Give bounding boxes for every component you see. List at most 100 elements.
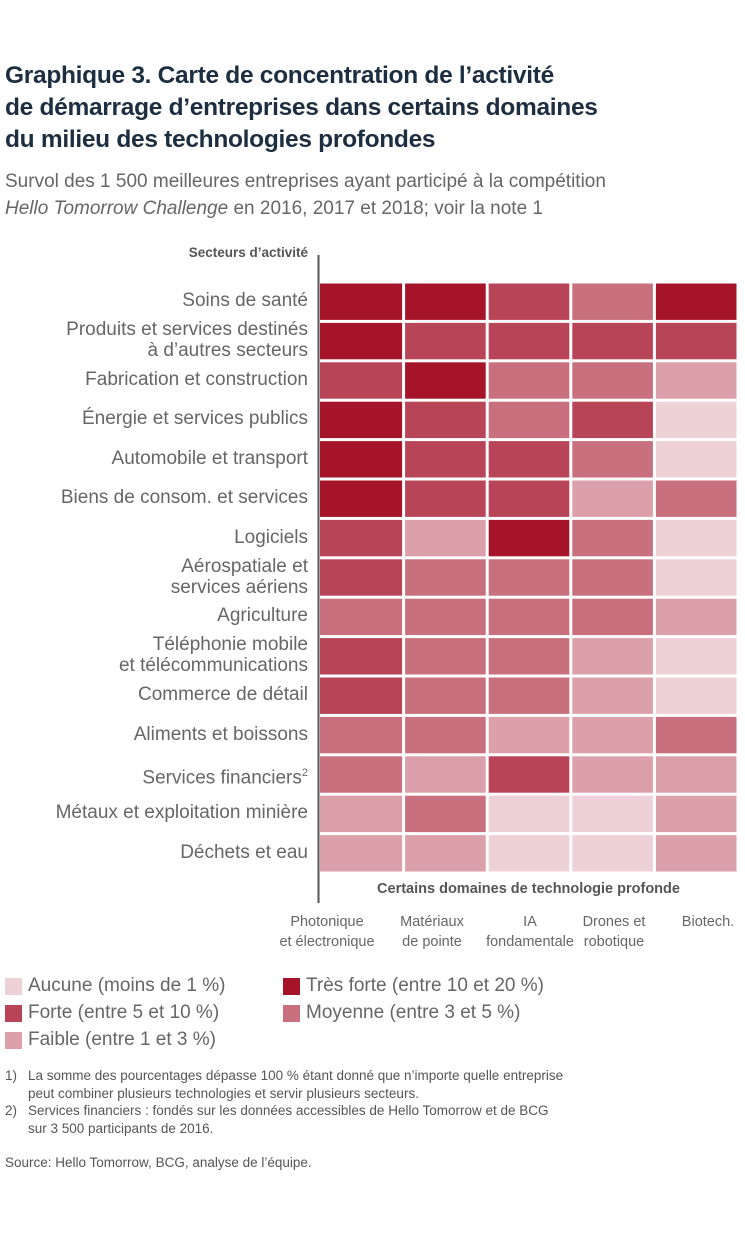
heatmap-cell — [655, 756, 737, 793]
heatmap-cell — [572, 480, 653, 517]
heatmap-cell — [655, 480, 737, 517]
row-label-line: Métaux et exploitation minière — [55, 802, 308, 824]
row-label-line: Automobile et transport — [111, 447, 308, 469]
footnote-line: La somme des pourcentages dépasse 100 % … — [28, 1068, 564, 1083]
row-label-line: Commerce de détail — [137, 684, 308, 706]
footnote-line: Services financiers : fondés sur les don… — [28, 1103, 549, 1118]
column-label: IA fondamentale — [470, 912, 590, 952]
row-label-line: Téléphonie mobile — [152, 634, 308, 656]
column-label-line — [648, 932, 745, 952]
column-label: Matériaux de pointe — [372, 912, 492, 952]
column-label-line: IA — [523, 914, 537, 930]
heatmap-cell — [320, 441, 403, 478]
heatmap-cell — [572, 519, 653, 557]
heatmap-cell — [488, 441, 570, 478]
row-label-line: Biens de consom. et services — [60, 487, 308, 509]
row-label: Commerce de détail — [138, 684, 308, 705]
heatmap-cell — [320, 598, 403, 636]
heatmap-cell — [655, 362, 737, 399]
heatmap-cell — [572, 598, 653, 636]
row-label-line: et télécommunications — [118, 655, 308, 677]
row-label-line: Logiciels — [234, 526, 308, 548]
legend-swatch — [283, 1004, 300, 1022]
heatmap-cell — [405, 322, 486, 360]
heatmap-cell — [488, 283, 570, 320]
footnote-text: Services financiers : fondés sur les don… — [28, 1102, 549, 1137]
chart-title: Graphique 3. Carte de concentration de l… — [5, 60, 740, 156]
legend-item: Aucune (moins de 1 %) — [5, 975, 226, 997]
chart-title-line: Graphique 3. Carte de concentration de l… — [5, 62, 554, 89]
heatmap-cell — [572, 716, 653, 754]
heatmap-cell — [655, 283, 737, 320]
heatmap-cell — [320, 638, 403, 675]
heatmap-cell — [320, 559, 403, 596]
heatmap-cell — [405, 638, 486, 675]
heatmap-cell — [655, 835, 737, 872]
heatmap-cell — [655, 677, 737, 714]
row-label-line: Aérospatiale et — [181, 555, 308, 577]
heatmap-cell — [572, 362, 653, 399]
heatmap-cell — [405, 401, 486, 439]
row-label: Déchets et eau — [180, 842, 308, 863]
legend-item: Faible (entre 1 et 3 %) — [5, 1029, 216, 1051]
heatmap-cell — [320, 519, 403, 557]
heatmap-cell — [655, 638, 737, 675]
heatmap-cell — [405, 441, 486, 478]
row-label: Soins de santé — [182, 290, 308, 311]
column-label-line: Drones et — [582, 914, 646, 930]
row-label: Aérospatiale et services aériens — [171, 556, 308, 598]
row-label: Énergie et services publics — [82, 408, 308, 429]
heatmap-cell — [405, 835, 486, 872]
heatmap-cell — [488, 401, 570, 439]
heatmap-cell — [655, 322, 737, 360]
footnotes: 1) La somme des pourcentages dépasse 100 … — [5, 1067, 735, 1137]
chart-subtitle: Survol des 1 500 meilleures entreprises … — [5, 168, 740, 222]
heatmap-cell — [488, 480, 570, 517]
heatmap-cell — [572, 441, 653, 478]
legend-item: Moyenne (entre 3 et 5 %) — [283, 1002, 520, 1024]
y-axis-title: Secteurs d’activité — [188, 245, 308, 260]
x-axis-title: Certains domaines de technologie profond… — [377, 881, 680, 897]
heatmap-cell — [488, 677, 570, 714]
heatmap-cell — [320, 677, 403, 714]
heatmap-cells — [320, 283, 737, 872]
column-label-line: Photonique — [290, 914, 364, 930]
row-label: Téléphonie mobile et télécommunications — [119, 634, 308, 676]
row-label-line: Services financiers2 — [142, 767, 308, 789]
row-label: Fabrication et construction — [85, 369, 308, 390]
heatmap-cell — [405, 519, 486, 557]
legend-swatch — [5, 977, 22, 995]
legend-swatch — [5, 1004, 22, 1022]
row-label: Produits et services destinés à d’autres … — [66, 319, 308, 361]
row-label: Agriculture — [217, 605, 308, 626]
heatmap-cell — [572, 756, 653, 793]
heatmap-cell — [488, 716, 570, 754]
column-label-line: Matériaux — [400, 914, 464, 930]
heatmap-cell — [405, 362, 486, 399]
heatmap-cell — [320, 401, 403, 439]
row-label: Services financiers2 — [142, 763, 308, 788]
column-label: Drones et robotique — [554, 912, 674, 952]
heatmap-cell — [655, 519, 737, 557]
column-label-line: Biotech. — [681, 914, 735, 930]
legend-label: Aucune (moins de 1 %) — [28, 975, 226, 996]
row-label: Biens de consom. et services — [61, 487, 308, 508]
legend-swatch — [5, 1031, 22, 1049]
heatmap-cell — [488, 835, 570, 872]
row-label: Métaux et exploitation minière — [56, 802, 308, 823]
footnote: 1) La somme des pourcentages dépasse 100 … — [5, 1067, 735, 1102]
heatmap-cell — [572, 795, 653, 833]
heatmap-cell — [655, 401, 737, 439]
heatmap-cell — [320, 795, 403, 833]
subtitle-line: Hello Tomorrow Challenge en 2016, 2017 e… — [5, 195, 740, 222]
heatmap-cell — [488, 756, 570, 793]
column-label-line: de pointe — [402, 934, 462, 950]
chart-title-line: de démarrage d’entreprises dans certains… — [5, 94, 598, 121]
row-label-line: Produits et services destinés — [66, 319, 308, 341]
row-label-line: à d’autres secteurs — [147, 340, 308, 362]
row-label-line: services aériens — [170, 576, 308, 598]
subtitle-line: Survol des 1 500 meilleures entreprises … — [5, 171, 606, 192]
column-label-line: et électronique — [279, 934, 375, 950]
source-note: Source: Hello Tomorrow, BCG, analyse de … — [5, 1155, 312, 1170]
heatmap-cell — [572, 283, 653, 320]
